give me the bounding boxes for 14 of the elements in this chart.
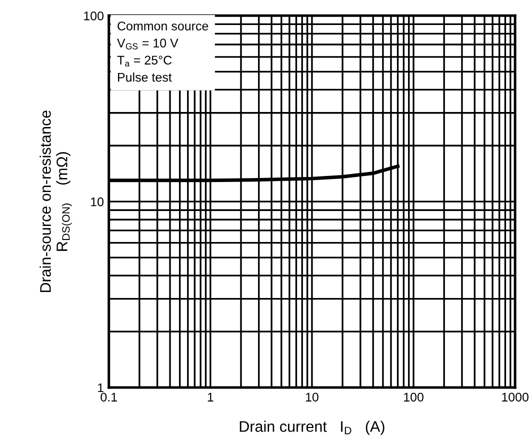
x-tick-label: 10 (306, 392, 318, 402)
y-tick-label: 1 (98, 383, 104, 392)
x-tick-label: 100 (404, 392, 424, 402)
annotation: V$_{GS}$ = 10 V (117, 38, 178, 50)
text: Drain current I$_{D}$ (A) (240, 420, 384, 435)
annotation: T$_{a}$ = 25°C (117, 56, 172, 67)
text: Drain-source on-resistance R$_{DS(ON)}$ (mΩ) (40, 110, 72, 292)
y-tick-label: 100 (84, 11, 104, 20)
annotation: Common source (118, 22, 208, 30)
x-tick-label: 0.1 (100, 392, 117, 402)
x-tick-label: 1000 (502, 392, 528, 402)
x-tick-label: 1 (208, 392, 214, 402)
annotation: Pulse test (118, 72, 172, 82)
y-tick-label: 10 (91, 197, 104, 206)
